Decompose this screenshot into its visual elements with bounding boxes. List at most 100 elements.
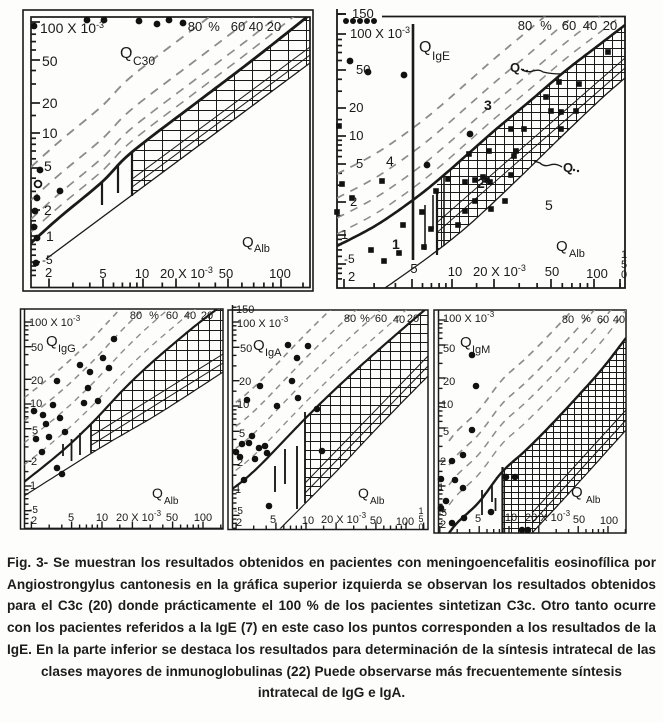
svg-text:2: 2 xyxy=(237,457,243,469)
svg-text:5: 5 xyxy=(621,259,627,271)
svg-text:80: 80 xyxy=(130,310,142,322)
svg-text:-5: -5 xyxy=(438,508,447,519)
svg-text:Alb: Alb xyxy=(569,248,585,260)
svg-text:100 X 10-3: 100 X 10-3 xyxy=(29,314,81,329)
svg-text:10: 10 xyxy=(349,128,363,143)
svg-text:IgE: IgE xyxy=(432,49,450,63)
svg-text:0: 0 xyxy=(621,269,627,281)
svg-text:10: 10 xyxy=(237,399,249,411)
svg-text:2: 2 xyxy=(477,175,485,191)
svg-text:20: 20 xyxy=(407,313,419,325)
svg-text:50: 50 xyxy=(370,515,382,527)
svg-text:Q: Q xyxy=(242,234,254,251)
svg-text:5: 5 xyxy=(410,261,417,276)
svg-text:Q: Q xyxy=(510,60,520,75)
svg-text:2: 2 xyxy=(31,515,37,527)
svg-text:Alb: Alb xyxy=(370,496,385,507)
svg-text:2: 2 xyxy=(440,456,446,468)
svg-text:-5: -5 xyxy=(42,253,53,267)
svg-text:20 X 10-3: 20 X 10-3 xyxy=(473,263,526,279)
svg-text:50: 50 xyxy=(166,512,178,524)
svg-text:20: 20 xyxy=(349,100,363,115)
svg-text:20 X 10-3: 20 X 10-3 xyxy=(321,511,367,526)
svg-text:5: 5 xyxy=(443,426,449,438)
svg-text:60: 60 xyxy=(166,310,178,322)
svg-text:100 X 10-3: 100 X 10-3 xyxy=(40,20,104,36)
svg-text:Q: Q xyxy=(419,39,431,56)
svg-text:Alb: Alb xyxy=(254,243,270,255)
svg-text:Q: Q xyxy=(358,485,369,501)
svg-text:10: 10 xyxy=(30,398,42,410)
svg-text:5: 5 xyxy=(356,156,363,171)
svg-text:50: 50 xyxy=(443,343,455,355)
svg-text:%: % xyxy=(149,310,159,322)
svg-text:0: 0 xyxy=(418,522,423,532)
svg-text:-5: -5 xyxy=(29,505,38,516)
svg-text:IgG: IgG xyxy=(58,343,76,355)
svg-text:50: 50 xyxy=(573,514,585,526)
svg-text:100: 100 xyxy=(269,266,291,281)
svg-text:5: 5 xyxy=(475,513,481,525)
svg-text:Q: Q xyxy=(563,160,573,175)
svg-text:20 X 10-3: 20 X 10-3 xyxy=(160,265,213,281)
svg-text:100: 100 xyxy=(396,516,414,528)
svg-text:40: 40 xyxy=(249,19,263,34)
svg-text:C30: C30 xyxy=(133,54,155,68)
svg-text:%: % xyxy=(540,18,552,33)
svg-text:1: 1 xyxy=(341,227,348,242)
svg-text:%: % xyxy=(581,313,591,325)
svg-text:2: 2 xyxy=(45,265,52,280)
svg-text:60: 60 xyxy=(375,313,387,325)
svg-text:IgM: IgM xyxy=(472,344,490,356)
svg-text:5: 5 xyxy=(44,158,52,174)
svg-text:40: 40 xyxy=(393,314,405,326)
svg-text:IgA: IgA xyxy=(265,347,282,359)
svg-text:%: % xyxy=(360,313,370,325)
svg-text:3: 3 xyxy=(484,97,492,113)
svg-text:80: 80 xyxy=(344,313,356,325)
svg-text:100: 100 xyxy=(600,515,618,527)
svg-text:10: 10 xyxy=(448,264,462,279)
svg-text:10: 10 xyxy=(302,515,314,527)
svg-text:50: 50 xyxy=(240,343,252,355)
svg-text:2: 2 xyxy=(440,519,446,531)
svg-text:5: 5 xyxy=(418,514,423,524)
svg-text:5: 5 xyxy=(68,512,74,524)
svg-text:40: 40 xyxy=(184,310,196,322)
svg-text:5: 5 xyxy=(32,425,38,437)
svg-text:10: 10 xyxy=(441,399,453,411)
svg-text:50: 50 xyxy=(356,62,370,77)
svg-text:80: 80 xyxy=(562,314,574,326)
svg-text:20 X 10-3: 20 X 10-3 xyxy=(116,509,162,524)
svg-text:1: 1 xyxy=(392,236,400,252)
svg-text:100 X 10-3: 100 X 10-3 xyxy=(237,315,289,330)
svg-text:Q: Q xyxy=(46,333,58,350)
svg-text:60: 60 xyxy=(597,314,609,326)
svg-text:-5: -5 xyxy=(234,506,243,517)
svg-text:4: 4 xyxy=(386,153,394,169)
svg-text:20: 20 xyxy=(443,376,455,388)
svg-text:%: % xyxy=(208,19,220,34)
svg-text:20: 20 xyxy=(267,19,281,34)
svg-text:100: 100 xyxy=(586,266,608,281)
svg-text:20: 20 xyxy=(239,376,251,388)
svg-text:40: 40 xyxy=(583,18,597,33)
svg-text:100 X 10-3: 100 X 10-3 xyxy=(350,25,410,41)
svg-text:Q: Q xyxy=(152,485,163,501)
svg-text:50: 50 xyxy=(31,342,43,354)
svg-text:5: 5 xyxy=(99,266,106,281)
svg-text:Q: Q xyxy=(460,334,472,351)
svg-text:80: 80 xyxy=(518,18,532,33)
svg-text:-5: -5 xyxy=(344,252,355,266)
svg-text:100 X 10-3: 100 X 10-3 xyxy=(443,310,495,325)
svg-text:1: 1 xyxy=(418,506,423,516)
svg-text:Alb: Alb xyxy=(586,495,601,506)
svg-text:5: 5 xyxy=(239,428,245,440)
svg-text:20 X 10-3: 20 X 10-3 xyxy=(525,509,571,524)
svg-text:20: 20 xyxy=(201,310,213,322)
svg-text:80: 80 xyxy=(188,19,202,34)
svg-text:1: 1 xyxy=(46,228,54,244)
svg-text:60: 60 xyxy=(562,18,576,33)
svg-text:2: 2 xyxy=(348,269,355,284)
svg-text:20: 20 xyxy=(31,375,43,387)
